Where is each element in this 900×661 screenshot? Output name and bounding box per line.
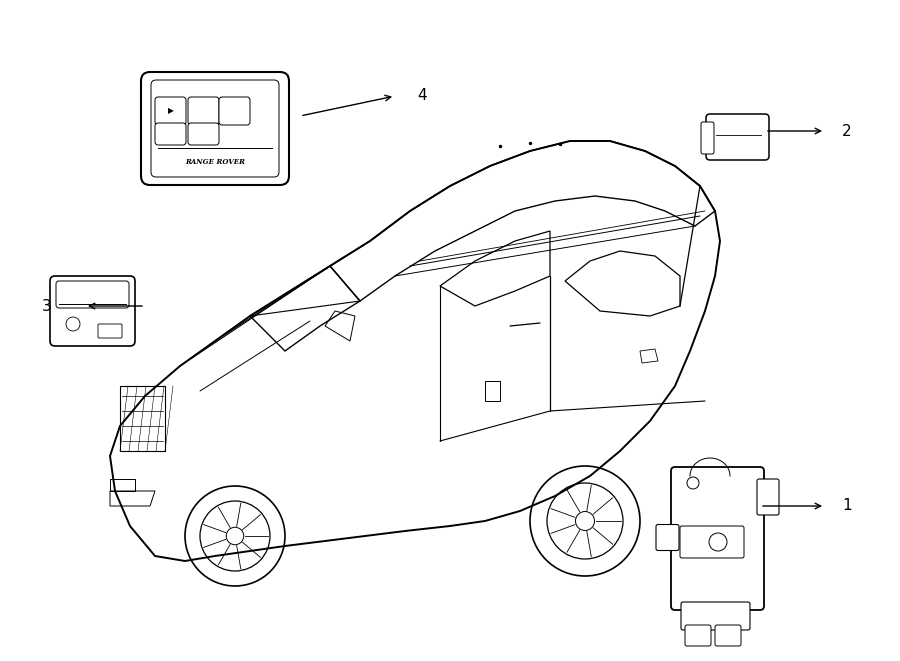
- FancyBboxPatch shape: [155, 123, 186, 145]
- FancyBboxPatch shape: [656, 524, 679, 551]
- Bar: [485, 381, 500, 401]
- FancyBboxPatch shape: [151, 80, 279, 177]
- FancyBboxPatch shape: [141, 72, 289, 185]
- Text: 3: 3: [42, 299, 52, 313]
- FancyBboxPatch shape: [219, 97, 250, 125]
- FancyBboxPatch shape: [188, 97, 219, 125]
- FancyBboxPatch shape: [98, 324, 122, 338]
- FancyBboxPatch shape: [715, 625, 741, 646]
- FancyBboxPatch shape: [757, 479, 779, 515]
- FancyBboxPatch shape: [706, 114, 769, 160]
- FancyBboxPatch shape: [685, 625, 711, 646]
- FancyBboxPatch shape: [50, 276, 135, 346]
- FancyBboxPatch shape: [155, 97, 186, 125]
- FancyBboxPatch shape: [680, 526, 744, 558]
- Text: 2: 2: [842, 124, 851, 139]
- FancyBboxPatch shape: [56, 281, 129, 308]
- FancyBboxPatch shape: [701, 122, 714, 154]
- Text: 1: 1: [842, 498, 851, 514]
- Text: ▶: ▶: [167, 106, 174, 116]
- FancyBboxPatch shape: [671, 467, 764, 610]
- Bar: [120, 386, 165, 451]
- Text: RANGE ROVER: RANGE ROVER: [185, 158, 245, 166]
- FancyBboxPatch shape: [188, 123, 219, 145]
- Text: 4: 4: [417, 89, 427, 104]
- Bar: [110, 479, 135, 491]
- FancyBboxPatch shape: [681, 602, 750, 630]
